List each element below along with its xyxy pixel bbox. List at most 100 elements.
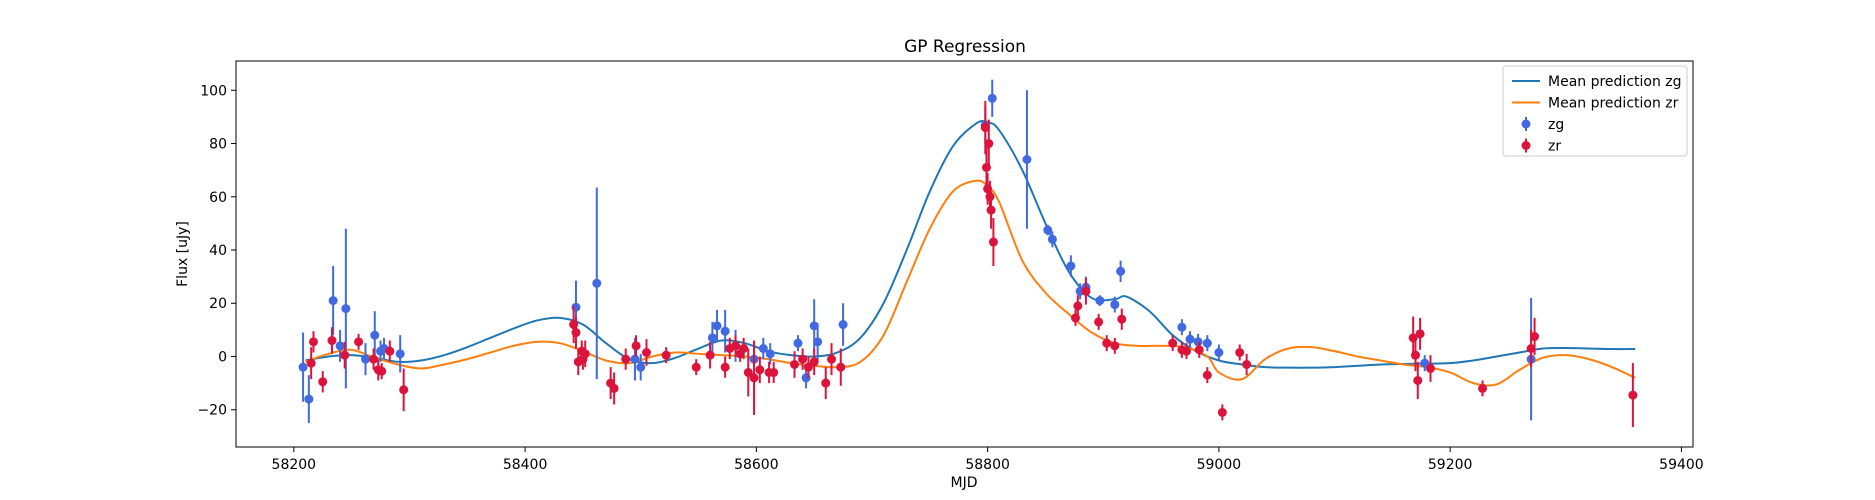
- zr-marker: [377, 366, 387, 376]
- zr-point: [631, 335, 641, 357]
- zr-marker: [803, 362, 813, 372]
- zr-marker: [1410, 350, 1420, 360]
- zg-marker: [592, 278, 602, 288]
- x-tick-label: 59400: [1659, 457, 1704, 473]
- zr-point: [1530, 317, 1540, 356]
- zr-marker: [980, 123, 990, 133]
- zr-marker: [1102, 338, 1112, 348]
- zg-marker: [370, 330, 380, 340]
- zr-marker: [798, 354, 808, 364]
- zr-marker: [984, 139, 994, 149]
- zg-point: [1185, 331, 1195, 348]
- zr-point: [743, 348, 753, 397]
- zr-marker: [642, 347, 652, 357]
- zg-marker: [298, 362, 308, 372]
- zr-point: [749, 340, 759, 416]
- zg-point: [1177, 319, 1187, 336]
- zg-marker: [1066, 261, 1076, 271]
- y-tick-label: −20: [197, 403, 227, 419]
- zr-marker: [399, 385, 409, 395]
- zg-marker: [1420, 358, 1430, 368]
- zr-marker: [1110, 341, 1120, 351]
- y-axis-label: Flux [uJy]: [175, 221, 191, 287]
- zr-marker: [1526, 344, 1536, 354]
- zr-marker: [306, 358, 316, 368]
- zr-marker: [1094, 317, 1104, 327]
- x-axis-label: MJD: [951, 475, 978, 491]
- zr-marker: [1426, 363, 1436, 373]
- legend-label: zr: [1548, 139, 1561, 155]
- zg-point: [636, 353, 646, 381]
- zr-marker: [1194, 345, 1204, 355]
- zr-marker: [327, 336, 337, 346]
- legend-label: Mean prediction zg: [1548, 74, 1682, 90]
- zr-point: [803, 356, 813, 378]
- y-tick-label: 100: [200, 83, 227, 99]
- zr-marker: [986, 205, 996, 215]
- zr-point: [790, 351, 800, 378]
- zg-marker: [793, 338, 803, 348]
- y-tick-label: 80: [209, 137, 227, 153]
- zg-marker: [987, 93, 997, 103]
- zg-marker: [1110, 300, 1120, 310]
- y-axis: −20 0 20 40 60 80 100: [197, 83, 236, 419]
- zg-marker: [1214, 347, 1224, 357]
- zr-point: [1073, 295, 1083, 317]
- zr-point: [642, 339, 652, 366]
- zr-marker: [705, 350, 715, 360]
- zr-point: [1081, 277, 1091, 305]
- y-tick-label: 20: [209, 296, 227, 312]
- zg-marker: [335, 341, 345, 351]
- zr-marker: [1081, 286, 1091, 296]
- zr-point: [769, 361, 779, 384]
- zr-marker: [1413, 375, 1423, 385]
- zg-marker: [712, 321, 722, 331]
- x-tick-label: 58200: [272, 457, 317, 473]
- zr-marker: [809, 357, 819, 367]
- zr-marker: [790, 359, 800, 369]
- y-tick-label: 0: [218, 349, 227, 365]
- zg-marker: [1116, 266, 1126, 276]
- zr-marker: [739, 344, 749, 354]
- zr-marker: [1530, 332, 1540, 342]
- zr-point: [399, 368, 409, 412]
- zg-marker: [341, 304, 351, 314]
- zg-point: [304, 375, 314, 424]
- zr-marker: [720, 362, 730, 372]
- zr-marker: [318, 377, 328, 387]
- zr-marker: [340, 350, 350, 360]
- zg-marker: [1185, 334, 1195, 344]
- zg-point: [1047, 231, 1057, 248]
- zg-point: [335, 329, 345, 362]
- zr-point: [661, 347, 671, 364]
- zr-point: [1235, 344, 1245, 361]
- zg-point: [370, 311, 380, 360]
- zr-point: [984, 119, 994, 168]
- zr-point: [580, 340, 590, 368]
- zg-marker: [361, 354, 371, 364]
- legend-label: zg: [1548, 117, 1564, 133]
- zr-point: [377, 363, 387, 380]
- zr-point: [1102, 335, 1112, 352]
- zg-marker: [636, 362, 646, 372]
- legend-label: Mean prediction zr: [1548, 96, 1679, 112]
- plot-frame: [235, 60, 1694, 448]
- y-tick-label: 60: [209, 190, 227, 206]
- zr-point: [798, 348, 808, 370]
- zr-point: [340, 341, 350, 369]
- zr-point: [1413, 361, 1423, 400]
- zg-point: [838, 303, 848, 346]
- zg-point: [341, 228, 351, 389]
- zr-marker: [1117, 314, 1127, 324]
- zg-point: [720, 309, 730, 353]
- zg-marker: [1202, 338, 1212, 348]
- zr-point: [988, 218, 998, 266]
- zr-point: [809, 348, 819, 376]
- zg-point: [395, 335, 405, 373]
- x-tick-label: 59200: [1428, 457, 1473, 473]
- zr-marker: [621, 354, 631, 364]
- zg-marker: [630, 354, 640, 364]
- zr-point: [1478, 380, 1488, 397]
- zr-point: [609, 372, 619, 405]
- zr-marker: [580, 349, 590, 359]
